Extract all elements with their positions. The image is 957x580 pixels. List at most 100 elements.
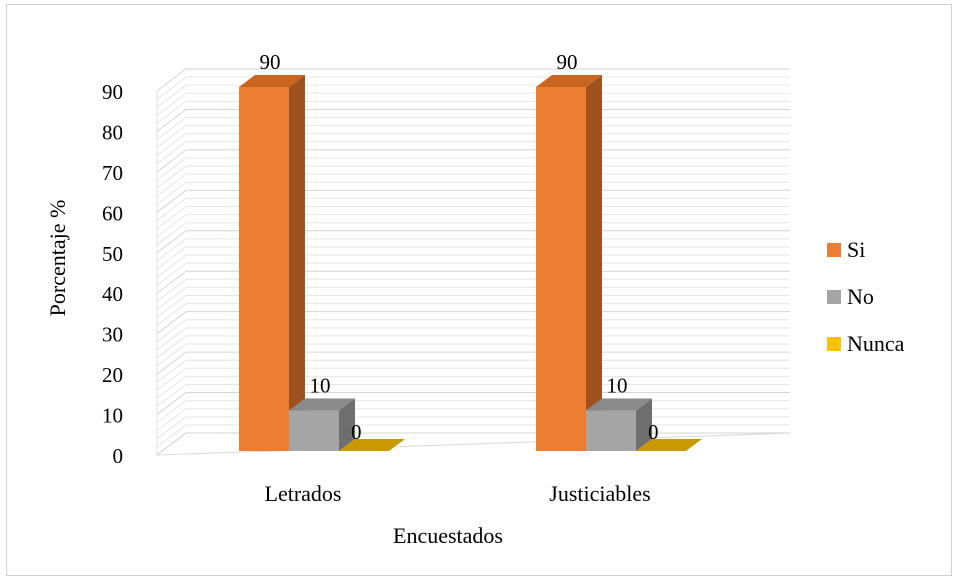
bar-front	[536, 87, 586, 451]
bar-front	[586, 410, 636, 451]
bar-top	[289, 398, 355, 411]
y-tick-label: 70	[102, 161, 123, 185]
gridline-side	[156, 295, 187, 318]
y-axis-title: Porcentaje %	[45, 200, 70, 317]
gridline-side	[156, 384, 187, 407]
gridline-side	[156, 335, 187, 359]
gridline-side	[156, 181, 187, 205]
bar-no-letrados	[289, 398, 355, 451]
x-category-label: Justiciables	[549, 481, 650, 506]
y-tick-label: 30	[102, 323, 123, 347]
gridline-side	[156, 375, 187, 399]
data-label: 10	[310, 374, 331, 398]
bar-side	[339, 398, 355, 451]
data-label: 90	[557, 50, 578, 74]
bar-chart: 0 10 20 30 40 50 60 70 80 90 90 10 0 90 10 0 Letrados J…	[45, 50, 905, 548]
y-tick-label: 90	[102, 80, 123, 104]
gridline-side	[156, 198, 187, 221]
gridline-side	[156, 84, 187, 108]
gridline-side	[156, 149, 187, 173]
gridline-side	[156, 230, 187, 254]
gridline-side	[156, 416, 187, 440]
bar-si-justiciables	[536, 75, 602, 451]
gridline-side	[156, 238, 187, 262]
legend-swatch	[827, 290, 841, 304]
gridline-side	[156, 222, 187, 246]
data-label: 0	[351, 420, 362, 444]
y-tick-label: 20	[102, 363, 123, 387]
bar-front	[239, 87, 289, 451]
data-label: 90	[260, 50, 281, 74]
legend-swatch	[827, 337, 841, 351]
bar-top	[636, 439, 702, 451]
bar-no-justiciables	[586, 398, 652, 451]
gridline-side	[156, 408, 187, 432]
chart-frame: 0 10 20 30 40 50 60 70 80 90 90 10 0 90 10 0 Letrados J…	[6, 4, 952, 576]
x-axis-categories: Letrados Justiciables	[265, 481, 651, 506]
bar-top	[586, 398, 652, 411]
gridline-side	[156, 278, 187, 302]
legend-label: Nunca	[847, 331, 905, 356]
gridline-side	[156, 351, 187, 375]
bar-front	[289, 410, 339, 451]
gridline-side	[156, 424, 187, 448]
gridline-side	[156, 432, 187, 456]
gridline-side	[156, 327, 187, 351]
bar-si-letrados	[239, 75, 305, 451]
bar-top	[239, 75, 305, 87]
legend-item-nunca: Nunca	[827, 331, 905, 356]
gridline-side	[156, 311, 187, 335]
y-tick-label: 50	[102, 242, 123, 266]
y-axis-ticks: 0 10 20 30 40 50 60 70 80 90	[102, 80, 123, 468]
bar-side	[636, 398, 652, 451]
gridline-side	[156, 392, 187, 415]
bar-side	[289, 75, 305, 451]
gridline-side	[156, 109, 187, 132]
back-wall	[186, 69, 790, 433]
data-labels: 90 10 0 90 10 0	[260, 50, 659, 444]
gridline-side	[156, 173, 187, 197]
gridline-side	[156, 303, 187, 326]
y-tick-label: 10	[102, 404, 123, 428]
gridline-side	[156, 254, 187, 278]
bar-nunca-letrados	[339, 439, 405, 451]
gridline-side	[156, 189, 187, 213]
gridline-side	[156, 157, 187, 181]
bar-top	[339, 439, 405, 451]
gridline-side	[156, 359, 187, 383]
y-tick-label: 0	[113, 444, 124, 468]
legend-label: Si	[847, 237, 865, 262]
gridline-side	[156, 165, 187, 189]
gridline-side	[156, 319, 187, 343]
gridline-side	[156, 262, 187, 286]
bar-top	[536, 75, 602, 87]
y-tick-label: 80	[102, 120, 123, 144]
gridline-side	[156, 76, 187, 100]
gridline-side	[156, 133, 187, 157]
gridline-side	[156, 367, 187, 391]
x-category-label: Letrados	[265, 481, 342, 506]
gridline-side	[156, 287, 187, 310]
bar-side	[586, 75, 602, 451]
gridline-side	[156, 400, 187, 424]
x-axis-title: Encuestados	[393, 523, 503, 548]
gridline-side	[156, 343, 187, 367]
gridline-side	[156, 100, 187, 124]
bars	[239, 75, 702, 451]
legend-item-no: No	[827, 284, 874, 309]
bar-nunca-justiciables	[636, 439, 702, 451]
gridline-side	[156, 246, 187, 270]
y-tick-label: 60	[102, 201, 123, 225]
y-tick-label: 40	[102, 282, 123, 306]
gridline-side	[156, 117, 187, 140]
data-label: 10	[607, 374, 628, 398]
gridline-side	[156, 206, 187, 229]
legend-item-si: Si	[827, 237, 865, 262]
gridline-side	[156, 68, 187, 92]
gridline-side	[156, 125, 187, 149]
gridline-side	[156, 270, 187, 294]
gridline-side	[156, 141, 187, 165]
legend-label: No	[847, 284, 874, 309]
gridline-side	[156, 214, 187, 237]
data-label: 0	[648, 420, 659, 444]
